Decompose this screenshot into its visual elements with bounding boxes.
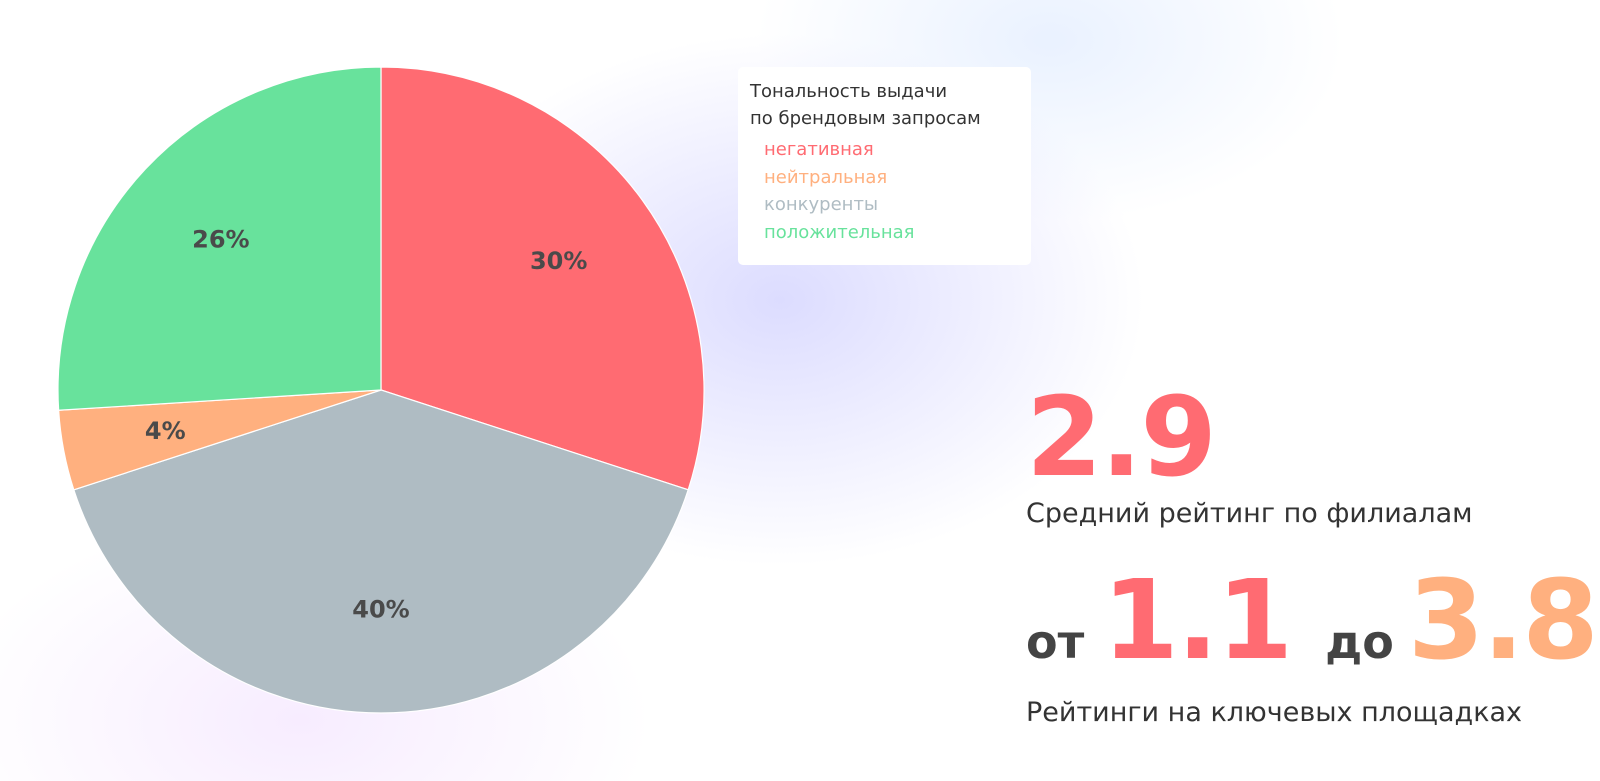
stats-panel: 2.9 Средний рейтинг по филиалам от 1.1 до 3… <box>1026 0 1600 781</box>
legend-item[interactable]: нейтральная <box>764 166 888 188</box>
rating-range: от 1.1 до 3.8 <box>1026 555 1599 718</box>
legend-title: Тональность выдачи по брендовым запросам <box>750 78 1019 132</box>
range-min-value: 1.1 <box>1102 556 1293 684</box>
legend-title-line-2: по брендовым запросам <box>750 108 981 129</box>
pie-slice-label: 30% <box>530 247 587 275</box>
pie-chart: 30% 40% 4% 26% <box>57 66 705 714</box>
legend-items: негативная нейтральная конкуренты положител… <box>750 136 1019 246</box>
range-caption: Рейтинги на ключевых площадках <box>1026 697 1523 728</box>
pie-slice <box>73 389 689 714</box>
pie-slice-label: 26% <box>192 226 249 254</box>
range-to-word: до <box>1325 615 1394 669</box>
pie-slice-label: 4% <box>145 417 186 445</box>
range-from-word: от <box>1026 615 1085 669</box>
chart-legend: Тональность выдачи по брендовым запросам… <box>738 67 1031 265</box>
range-max-value: 3.8 <box>1407 556 1599 684</box>
legend-item[interactable]: конкуренты <box>764 194 879 215</box>
legend-item[interactable]: положительная <box>764 221 915 243</box>
pie-slice-label: 40% <box>352 596 409 624</box>
legend-item[interactable]: негативная <box>764 139 874 160</box>
pie-slice <box>380 66 705 491</box>
average-rating-value: 2.9 <box>1026 373 1217 501</box>
legend-title-line-1: Тональность выдачи <box>750 81 948 102</box>
pie-slice <box>57 66 382 411</box>
average-rating-caption: Средний рейтинг по филиалам <box>1026 498 1473 529</box>
